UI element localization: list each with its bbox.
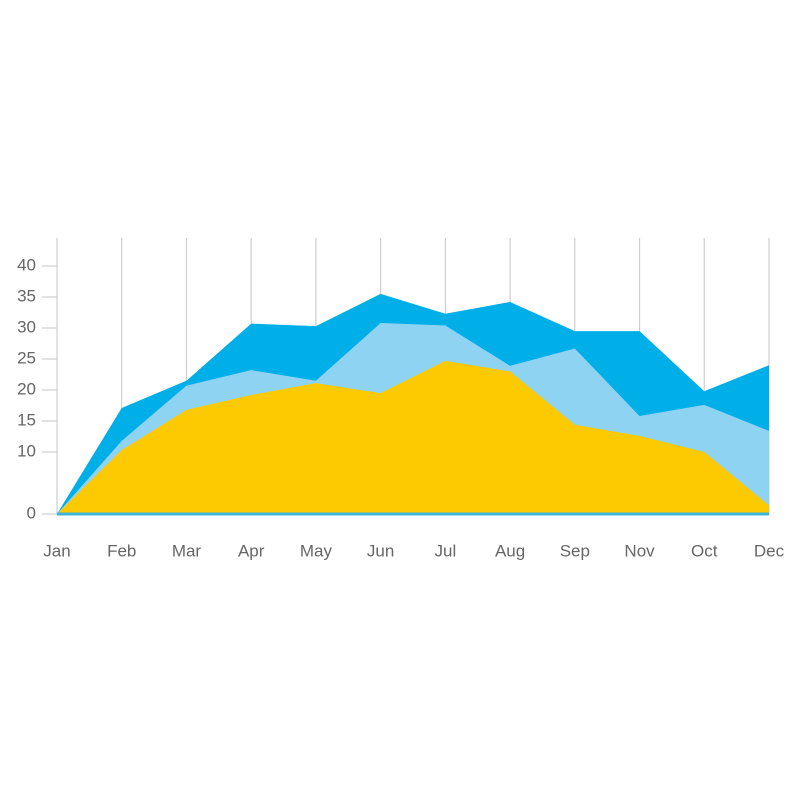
x-tick-label: Aug xyxy=(495,541,525,560)
x-tick-label: Oct xyxy=(691,541,718,560)
y-tick-label: 40 xyxy=(17,255,36,274)
x-tick-label: Jan xyxy=(43,541,70,560)
x-tick-label: Sep xyxy=(560,541,590,560)
x-tick-label: Dec xyxy=(754,541,785,560)
y-tick-label: 10 xyxy=(17,441,36,460)
x-tick-label: Apr xyxy=(238,541,265,560)
x-tick-label: Feb xyxy=(107,541,136,560)
y-tick-label: 0 xyxy=(27,503,36,522)
area xyxy=(57,360,769,514)
x-tick-label: Nov xyxy=(624,541,655,560)
y-tick-label: 20 xyxy=(17,379,36,398)
y-tick-label: 30 xyxy=(17,317,36,336)
y-tick-label: 25 xyxy=(17,348,36,367)
y-tick-label: 15 xyxy=(17,410,36,429)
x-tick-label: Jul xyxy=(434,541,456,560)
x-tick-label: May xyxy=(300,541,333,560)
x-tick-label: Mar xyxy=(172,541,202,560)
y-tick-label: 35 xyxy=(17,286,36,305)
x-tick-label: Jun xyxy=(367,541,394,560)
